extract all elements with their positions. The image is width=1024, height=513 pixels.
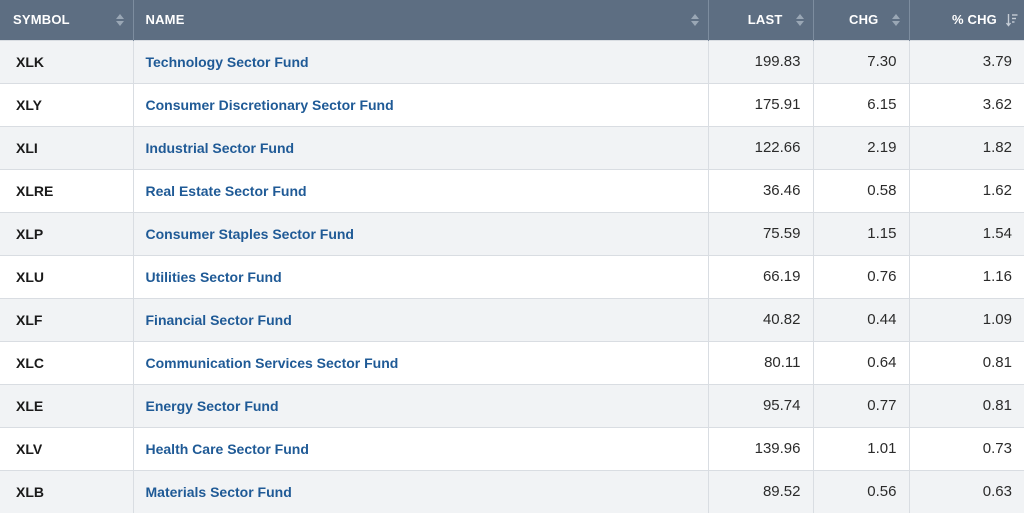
percent-change-cell: 0.63 — [909, 469, 1024, 513]
symbol-cell: XLF — [0, 297, 134, 341]
last-price-cell: 95.74 — [708, 383, 814, 427]
fund-name-link[interactable]: Industrial Sector Fund — [133, 125, 709, 169]
column-header-name-label: NAME — [145, 12, 185, 28]
symbol-cell: XLB — [0, 469, 134, 513]
last-price-cell: 139.96 — [708, 426, 814, 470]
table-row[interactable]: XLI Industrial Sector Fund 122.66 2.19 1.82 — [0, 125, 1024, 169]
symbol-cell: XLE — [0, 383, 134, 427]
change-cell: 0.77 — [813, 383, 910, 427]
sort-descending-icon[interactable] — [1006, 13, 1018, 27]
last-price-cell: 175.91 — [708, 82, 814, 126]
percent-change-cell: 1.82 — [909, 125, 1024, 169]
column-header-symbol-label: SYMBOL — [13, 12, 70, 28]
table-row[interactable]: XLF Financial Sector Fund 40.82 0.44 1.09 — [0, 297, 1024, 341]
column-header-pct-chg-label: % CHG — [951, 12, 997, 28]
symbol-cell: XLY — [0, 82, 134, 126]
last-price-cell: 75.59 — [708, 211, 814, 255]
change-cell: 7.30 — [813, 39, 910, 83]
table-row[interactable]: XLK Technology Sector Fund 199.83 7.30 3.79 — [0, 39, 1024, 83]
change-cell: 0.56 — [813, 469, 910, 513]
percent-change-cell: 0.73 — [909, 426, 1024, 470]
table-row[interactable]: XLP Consumer Staples Sector Fund 75.59 1.15… — [0, 211, 1024, 255]
sort-unsorted-icon[interactable] — [795, 13, 805, 27]
symbol-cell: XLI — [0, 125, 134, 169]
change-cell: 0.44 — [813, 297, 910, 341]
last-price-cell: 199.83 — [708, 39, 814, 83]
last-price-cell: 122.66 — [708, 125, 814, 169]
fund-name-link[interactable]: Utilities Sector Fund — [133, 254, 709, 298]
last-price-cell: 66.19 — [708, 254, 814, 298]
table-header-row: SYMBOL NAME LAST CHG — [0, 0, 1024, 40]
percent-change-cell: 1.62 — [909, 168, 1024, 212]
last-price-cell: 40.82 — [708, 297, 814, 341]
sort-unsorted-icon[interactable] — [690, 13, 700, 27]
symbol-cell: XLU — [0, 254, 134, 298]
table-row[interactable]: XLC Communication Services Sector Fund 80.… — [0, 340, 1024, 384]
table-row[interactable]: XLV Health Care Sector Fund 139.96 1.01 0.73 — [0, 426, 1024, 470]
fund-name-link[interactable]: Consumer Discretionary Sector Fund — [133, 82, 709, 126]
change-cell: 0.58 — [813, 168, 910, 212]
table-row[interactable]: XLB Materials Sector Fund 89.52 0.56 0.63 — [0, 469, 1024, 513]
fund-name-link[interactable]: Health Care Sector Fund — [133, 426, 709, 470]
fund-name-link[interactable]: Financial Sector Fund — [133, 297, 709, 341]
table-row[interactable]: XLRE Real Estate Sector Fund 36.46 0.58 1.62 — [0, 168, 1024, 212]
fund-name-link[interactable]: Consumer Staples Sector Fund — [133, 211, 709, 255]
last-price-cell: 80.11 — [708, 340, 814, 384]
percent-change-cell: 3.79 — [909, 39, 1024, 83]
symbol-cell: XLV — [0, 426, 134, 470]
fund-name-link[interactable]: Communication Services Sector Fund — [133, 340, 709, 384]
fund-name-link[interactable]: Real Estate Sector Fund — [133, 168, 709, 212]
change-cell: 2.19 — [813, 125, 910, 169]
column-header-name[interactable]: NAME — [133, 0, 709, 40]
percent-change-cell: 0.81 — [909, 340, 1024, 384]
percent-change-cell: 1.09 — [909, 297, 1024, 341]
change-cell: 0.64 — [813, 340, 910, 384]
change-cell: 0.76 — [813, 254, 910, 298]
percent-change-cell: 1.16 — [909, 254, 1024, 298]
percent-change-cell: 1.54 — [909, 211, 1024, 255]
symbol-cell: XLC — [0, 340, 134, 384]
last-price-cell: 36.46 — [708, 168, 814, 212]
sort-unsorted-icon[interactable] — [891, 13, 901, 27]
change-cell: 6.15 — [813, 82, 910, 126]
table-row[interactable]: XLE Energy Sector Fund 95.74 0.77 0.81 — [0, 383, 1024, 427]
symbol-cell: XLP — [0, 211, 134, 255]
sort-unsorted-icon[interactable] — [115, 13, 125, 27]
fund-name-link[interactable]: Energy Sector Fund — [133, 383, 709, 427]
table-row[interactable]: XLY Consumer Discretionary Sector Fund 175… — [0, 82, 1024, 126]
table-row[interactable]: XLU Utilities Sector Fund 66.19 0.76 1.16 — [0, 254, 1024, 298]
last-price-cell: 89.52 — [708, 469, 814, 513]
fund-name-link[interactable]: Technology Sector Fund — [133, 39, 709, 83]
column-header-chg[interactable]: CHG — [813, 0, 910, 40]
change-cell: 1.01 — [813, 426, 910, 470]
percent-change-cell: 0.81 — [909, 383, 1024, 427]
column-header-symbol[interactable]: SYMBOL — [0, 0, 134, 40]
symbol-cell: XLRE — [0, 168, 134, 212]
column-header-chg-label: CHG — [849, 12, 879, 28]
percent-change-cell: 3.62 — [909, 82, 1024, 126]
column-header-last[interactable]: LAST — [708, 0, 814, 40]
column-header-last-label: LAST — [747, 12, 783, 28]
symbol-cell: XLK — [0, 39, 134, 83]
fund-name-link[interactable]: Materials Sector Fund — [133, 469, 709, 513]
column-header-pct-chg[interactable]: % CHG — [909, 0, 1024, 40]
change-cell: 1.15 — [813, 211, 910, 255]
table-body: XLK Technology Sector Fund 199.83 7.30 3.79 X… — [0, 39, 1024, 513]
